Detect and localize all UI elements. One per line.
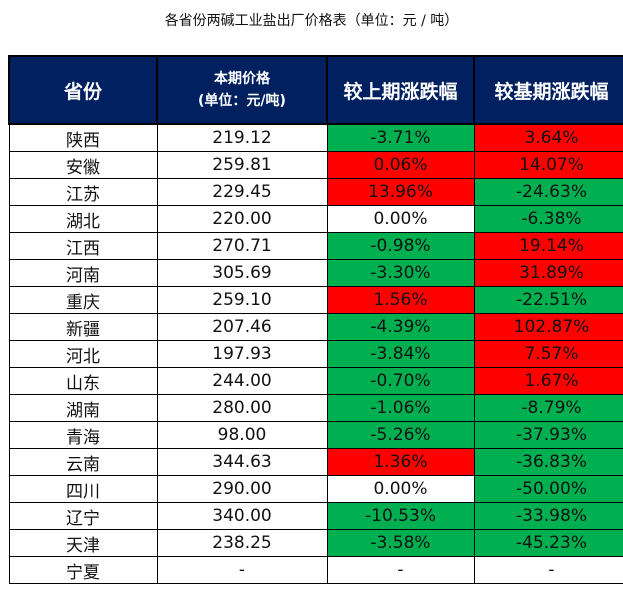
change-base-cell: 1.67% [473, 367, 623, 395]
province-cell: 云南 [8, 448, 158, 476]
province-cell: 辽宁 [8, 502, 158, 530]
province-cell: 安徽 [8, 151, 158, 179]
change-base-cell: -37.93% [473, 421, 623, 449]
province-cell: 江苏 [8, 178, 158, 206]
province-cell: 山东 [8, 367, 158, 395]
table-row: 河南 305.69 -3.30% 31.89% [8, 259, 623, 287]
price-cell: 270.71 [156, 232, 328, 260]
change-prev-cell: -3.84% [326, 340, 475, 368]
table-row: 重庆 259.10 1.56% -22.51% [8, 286, 623, 314]
change-base-cell: 3.64% [473, 123, 623, 152]
table-row: 河北 197.93 -3.84% 7.57% [8, 340, 623, 368]
table-row: 宁夏 - - - [8, 556, 623, 584]
province-cell: 河北 [8, 340, 158, 368]
change-base-cell: -45.23% [473, 529, 623, 557]
change-prev-cell: 1.56% [326, 286, 475, 314]
price-cell: 220.00 [156, 205, 328, 233]
change-base-cell: -8.79% [473, 394, 623, 422]
price-table: 省份 本期价格 (单位：元/吨) 较上期涨跌幅 较基期涨跌幅 陕西 219.12-… [8, 55, 623, 584]
header-change-prev: 较上期涨跌幅 [326, 55, 475, 125]
change-prev-cell: -0.98% [326, 232, 475, 260]
table-row: 青海 98.00 -5.26% -37.93% [8, 421, 623, 449]
price-cell: 280.00 [156, 394, 328, 422]
price-cell: 290.00 [156, 475, 328, 503]
province-cell: 青海 [8, 421, 158, 449]
change-base-cell: -24.63% [473, 178, 623, 206]
change-base-cell: -22.51% [473, 286, 623, 314]
change-prev-cell: 0.00% [326, 205, 475, 233]
table-row: 天津 238.25 -3.58% -45.23% [8, 529, 623, 557]
table-row: 云南 344.63 1.36% -36.83% [8, 448, 623, 476]
province-cell: 天津 [8, 529, 158, 557]
change-base-cell: -50.00% [473, 475, 623, 503]
province-cell: 重庆 [8, 286, 158, 314]
header-change-base: 较基期涨跌幅 [473, 55, 623, 125]
change-base-cell: - [473, 556, 623, 584]
province-cell: 河南 [8, 259, 158, 287]
header-price: 本期价格 (单位：元/吨) [156, 55, 328, 125]
province-cell: 湖北 [8, 205, 158, 233]
change-base-cell: -33.98% [473, 502, 623, 530]
change-prev-cell: -3.30% [326, 259, 475, 287]
table-row: 安徽 259.81 0.06% 14.07% [8, 151, 623, 179]
table-row: 陕西 219.12 -3.71% 3.64% [8, 123, 623, 152]
price-cell: 219.12 [156, 123, 328, 152]
change-prev-cell: -1.06% [326, 394, 475, 422]
change-prev-cell: 0.06% [326, 151, 475, 179]
table-row: 新疆 207.46 -4.39% 102.87% [8, 313, 623, 341]
price-cell: 229.45 [156, 178, 328, 206]
table-row: 山东 244.00 -0.70% 1.67% [8, 367, 623, 395]
price-cell: 305.69 [156, 259, 328, 287]
change-base-cell: 7.57% [473, 340, 623, 368]
price-cell: 340.00 [156, 502, 328, 530]
change-prev-cell: -3.58% [326, 529, 475, 557]
table-row: 湖南 280.00 -1.06% -8.79% [8, 394, 623, 422]
change-prev-cell: 0.00% [326, 475, 475, 503]
change-prev-cell: 1.36% [326, 448, 475, 476]
province-cell: 四川 [8, 475, 158, 503]
change-base-cell: 14.07% [473, 151, 623, 179]
header-price-line1: 本期价格 [214, 71, 270, 87]
table-title: 各省份两碱工业盐出厂价格表（单位：元 / 吨） [164, 13, 459, 29]
change-base-cell: 102.87% [473, 313, 623, 341]
change-prev-cell: -10.53% [326, 502, 475, 530]
table-row: 辽宁 340.00 -10.53% -33.98% [8, 502, 623, 530]
province-cell: 湖南 [8, 394, 158, 422]
price-cell: 244.00 [156, 367, 328, 395]
table-row: 江西 270.71 -0.98% 19.14% [8, 232, 623, 260]
change-base-cell: 31.89% [473, 259, 623, 287]
change-prev-cell: -3.71% [326, 123, 475, 152]
price-cell: 207.46 [156, 313, 328, 341]
province-cell: 陕西 [8, 123, 158, 152]
price-cell: 197.93 [156, 340, 328, 368]
province-cell: 江西 [8, 232, 158, 260]
table-row: 江苏 229.45 13.96% -24.63% [8, 178, 623, 206]
price-cell: 238.25 [156, 529, 328, 557]
header-price-line2: (单位：元/吨) [198, 93, 286, 109]
price-cell: 98.00 [156, 421, 328, 449]
price-cell: 259.81 [156, 151, 328, 179]
table-row: 湖北 220.00 0.00% -6.38% [8, 205, 623, 233]
price-cell: - [156, 556, 328, 584]
change-base-cell: -36.83% [473, 448, 623, 476]
change-prev-cell: 13.96% [326, 178, 475, 206]
price-cell: 259.10 [156, 286, 328, 314]
province-cell: 宁夏 [8, 556, 158, 584]
change-base-cell: -6.38% [473, 205, 623, 233]
change-prev-cell: -4.39% [326, 313, 475, 341]
change-prev-cell: -0.70% [326, 367, 475, 395]
change-base-cell: 19.14% [473, 232, 623, 260]
change-prev-cell: -5.26% [326, 421, 475, 449]
price-cell: 344.63 [156, 448, 328, 476]
change-prev-cell: - [326, 556, 475, 584]
table-row: 四川 290.00 0.00% -50.00% [8, 475, 623, 503]
header-province: 省份 [8, 55, 158, 125]
province-cell: 新疆 [8, 313, 158, 341]
header-row: 省份 本期价格 (单位：元/吨) 较上期涨跌幅 较基期涨跌幅 [8, 55, 623, 125]
